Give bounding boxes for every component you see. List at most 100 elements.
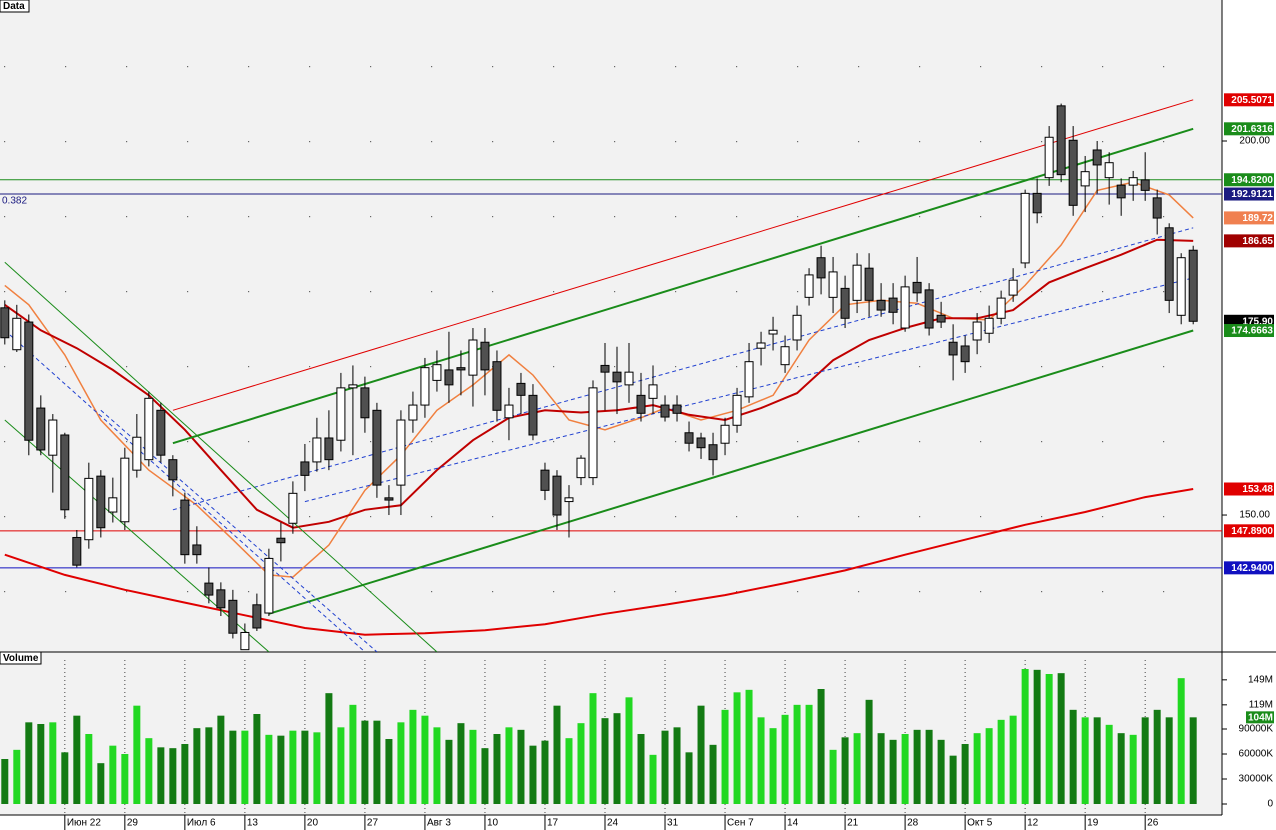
level-label: 142.9400 <box>1231 563 1273 574</box>
candle-body <box>1176 257 1186 316</box>
candle-body <box>108 497 118 513</box>
candle-body <box>1068 139 1078 206</box>
axes: 200.00 150.00 0.382 205.5071 201.6316 194.820… <box>2 93 1274 830</box>
candle-body <box>1032 192 1042 214</box>
candle-body <box>756 342 766 349</box>
candle-body <box>348 384 358 389</box>
candle-body <box>984 317 994 334</box>
volume-bar <box>997 719 1005 804</box>
y-tick-label: 200.00 <box>1239 136 1270 147</box>
candle-body <box>852 264 862 301</box>
x-tick-label: Июл 6 <box>187 818 216 829</box>
candle-body <box>588 387 598 479</box>
candle-body <box>204 582 214 596</box>
candle-body <box>948 341 958 356</box>
level-box <box>1224 211 1274 225</box>
volume-bar <box>373 720 381 804</box>
candle-body <box>816 257 826 279</box>
candle-body <box>780 346 790 366</box>
volume-bar <box>973 733 981 804</box>
candle-body <box>264 557 274 614</box>
x-tick-label: 21 <box>847 818 859 829</box>
volume-bar <box>1021 669 1029 804</box>
candle-body <box>684 432 694 444</box>
volume-bar <box>265 734 273 804</box>
candle-body <box>600 364 610 373</box>
level-label: 189.72 <box>1242 213 1273 224</box>
level-box <box>1224 482 1274 496</box>
candle-body <box>804 274 814 298</box>
volume-bar <box>961 744 969 804</box>
candle-body <box>1116 184 1126 199</box>
volume-bar <box>253 714 261 804</box>
level-label: 174.6663 <box>1231 326 1273 337</box>
volume-bar <box>925 729 933 804</box>
candle-body <box>504 404 514 419</box>
candle-body <box>384 497 394 501</box>
volume-bar <box>229 730 237 804</box>
volume-bar <box>1081 717 1089 804</box>
overlay-line <box>4 488 1194 636</box>
candle-body <box>312 437 322 463</box>
candle-body <box>276 537 286 544</box>
volume-bar <box>193 728 201 804</box>
x-tick-label: 13 <box>247 818 259 829</box>
volume-bar <box>769 728 777 804</box>
candle-body <box>1092 149 1102 166</box>
volume-bar <box>169 748 177 804</box>
candle-body <box>696 437 706 449</box>
candle-body <box>732 394 742 426</box>
candle-body <box>252 604 262 629</box>
candle-body <box>636 394 646 414</box>
volume-bar <box>493 734 501 804</box>
volume-bar <box>181 744 189 804</box>
y-tick-label: 30000K <box>1239 774 1274 785</box>
candle-body <box>228 599 238 634</box>
candle-body <box>192 544 202 556</box>
candle-body <box>468 339 478 376</box>
candle-body <box>0 307 10 339</box>
candle-body <box>576 457 586 479</box>
volume-bar <box>841 737 849 804</box>
annotation: 0.382 <box>2 196 27 207</box>
volume-bar <box>1153 709 1161 804</box>
y-tick-label: 149M <box>1248 674 1273 685</box>
candle-body <box>516 382 526 396</box>
volume-bar <box>805 704 813 804</box>
overlay-line <box>4 238 1194 529</box>
volume-bar <box>649 754 657 804</box>
candle-body <box>840 287 850 319</box>
x-tick-label: 24 <box>607 818 619 829</box>
level-label: 147.8900 <box>1231 526 1273 537</box>
level-box <box>1224 524 1274 538</box>
candle-body <box>1164 227 1174 301</box>
candle-body <box>48 419 58 456</box>
x-tick-label: 31 <box>667 818 679 829</box>
candle-body <box>552 475 562 516</box>
volume-bar <box>13 749 21 804</box>
overlay-line <box>4 329 366 652</box>
candle-body <box>1140 179 1150 191</box>
volume-bar <box>1177 678 1185 804</box>
volume-panel <box>0 652 1222 815</box>
volume-bar <box>793 704 801 804</box>
volume-bar <box>637 734 645 804</box>
volume-bar <box>937 739 945 804</box>
candle-body <box>936 314 946 323</box>
overlay-line <box>268 329 1194 615</box>
y-tick-label: 0 <box>1267 799 1273 810</box>
volume-bar <box>745 689 753 804</box>
volume-bar <box>685 752 693 804</box>
level-label: 175.90 <box>1242 316 1273 327</box>
volume-bar <box>109 745 117 804</box>
volume-bar <box>601 718 609 804</box>
volume-bar <box>517 729 525 804</box>
volume-bar <box>721 709 729 804</box>
volume-bar <box>1141 717 1149 804</box>
x-tick-label: Июн 22 <box>67 818 102 829</box>
x-tick-label: Окт 5 <box>967 818 993 829</box>
volume-bar <box>913 729 921 804</box>
candle-body <box>408 404 418 421</box>
volume-bar <box>421 715 429 804</box>
